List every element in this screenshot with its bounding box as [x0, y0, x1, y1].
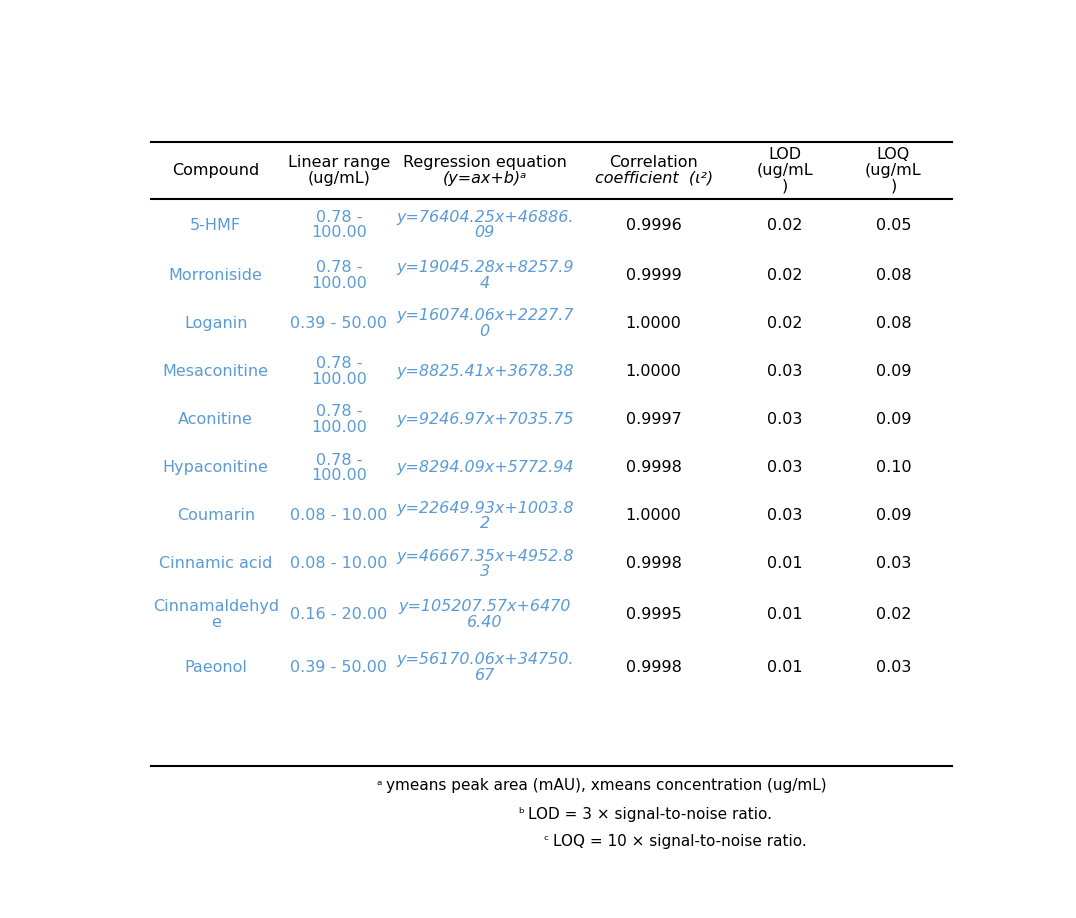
- Text: coefficient  (ι²): coefficient (ι²): [595, 171, 712, 185]
- Text: LOD: LOD: [768, 147, 802, 162]
- Text: Cinnamic acid: Cinnamic acid: [159, 556, 272, 572]
- Text: y=19045.28x+8257.9: y=19045.28x+8257.9: [396, 261, 574, 275]
- Text: 0.03: 0.03: [876, 556, 911, 572]
- Text: 100.00: 100.00: [311, 275, 367, 291]
- Text: 0.9999: 0.9999: [626, 268, 681, 283]
- Text: (ug/mL): (ug/mL): [308, 171, 370, 185]
- Text: Correlation: Correlation: [609, 155, 698, 170]
- Text: 0.03: 0.03: [767, 364, 803, 379]
- Text: 0.9997: 0.9997: [626, 412, 681, 427]
- Text: y=105207.57x+6470: y=105207.57x+6470: [398, 599, 571, 614]
- Text: Morroniside: Morroniside: [169, 268, 263, 283]
- Text: 0.02: 0.02: [767, 268, 803, 283]
- Text: Loganin: Loganin: [184, 316, 247, 331]
- Text: ymeans peak area (mAU), xmeans concentration (ug/mL): ymeans peak area (mAU), xmeans concentra…: [386, 778, 827, 793]
- Text: (ug/mL: (ug/mL: [756, 162, 813, 178]
- Text: 0.08: 0.08: [876, 316, 911, 331]
- Text: 0.08 - 10.00: 0.08 - 10.00: [291, 509, 387, 523]
- Text: Aconitine: Aconitine: [179, 412, 253, 427]
- Text: Paeonol: Paeonol: [184, 660, 247, 675]
- Text: 0.03: 0.03: [876, 660, 911, 675]
- Text: 1.0000: 1.0000: [625, 509, 681, 523]
- Text: 0.03: 0.03: [767, 509, 803, 523]
- Text: 0.39 - 50.00: 0.39 - 50.00: [291, 316, 387, 331]
- Text: 0.05: 0.05: [876, 218, 911, 232]
- Text: Coumarin: Coumarin: [176, 509, 255, 523]
- Text: Compound: Compound: [172, 162, 259, 178]
- Text: LOQ: LOQ: [877, 147, 910, 162]
- Text: 0.01: 0.01: [767, 660, 803, 675]
- Text: y=22649.93x+1003.8: y=22649.93x+1003.8: [396, 500, 574, 516]
- Text: y=9246.97x+7035.75: y=9246.97x+7035.75: [396, 412, 574, 427]
- Text: ): ): [782, 178, 788, 194]
- Text: 0.03: 0.03: [767, 460, 803, 476]
- Text: Regression equation: Regression equation: [402, 155, 567, 170]
- Text: 0: 0: [480, 324, 490, 339]
- Text: y=8294.09x+5772.94: y=8294.09x+5772.94: [396, 460, 574, 476]
- Text: ᵇ: ᵇ: [519, 807, 524, 822]
- Text: 0.16 - 20.00: 0.16 - 20.00: [291, 607, 387, 622]
- Text: 100.00: 100.00: [311, 225, 367, 241]
- Text: 0.02: 0.02: [767, 218, 803, 232]
- Text: 0.39 - 50.00: 0.39 - 50.00: [291, 660, 387, 675]
- Text: 0.78 -: 0.78 -: [315, 405, 362, 420]
- Text: 0.08 - 10.00: 0.08 - 10.00: [291, 556, 387, 572]
- Text: 09: 09: [475, 225, 495, 241]
- Text: y=16074.06x+2227.7: y=16074.06x+2227.7: [396, 308, 574, 323]
- Text: LOD = 3 × signal-to-noise ratio.: LOD = 3 × signal-to-noise ratio.: [528, 807, 773, 822]
- Text: 1.0000: 1.0000: [625, 364, 681, 379]
- Text: 0.78 -: 0.78 -: [315, 356, 362, 372]
- Text: 3: 3: [480, 565, 490, 579]
- Text: 0.9998: 0.9998: [625, 660, 681, 675]
- Text: 67: 67: [475, 667, 495, 683]
- Text: 0.10: 0.10: [876, 460, 911, 476]
- Text: 0.01: 0.01: [767, 607, 803, 622]
- Text: Mesaconitine: Mesaconitine: [162, 364, 269, 379]
- Text: 1.0000: 1.0000: [625, 316, 681, 331]
- Text: e: e: [211, 615, 221, 630]
- Text: Cinnamaldehyd: Cinnamaldehyd: [153, 599, 279, 614]
- Text: 0.03: 0.03: [767, 412, 803, 427]
- Text: 6.40: 6.40: [467, 615, 502, 630]
- Text: 0.78 -: 0.78 -: [315, 453, 362, 467]
- Text: 0.02: 0.02: [876, 607, 911, 622]
- Text: 100.00: 100.00: [311, 468, 367, 483]
- Text: 0.09: 0.09: [876, 509, 911, 523]
- Text: y=76404.25x+46886.: y=76404.25x+46886.: [396, 209, 574, 225]
- Text: 0.9998: 0.9998: [625, 460, 681, 476]
- Text: (y=ax+b)ᵃ: (y=ax+b)ᵃ: [442, 171, 527, 185]
- Text: ): ): [890, 178, 896, 194]
- Text: (ug/mL: (ug/mL: [865, 162, 922, 178]
- Text: 0.08: 0.08: [876, 268, 911, 283]
- Text: 0.09: 0.09: [876, 412, 911, 427]
- Text: Hypaconitine: Hypaconitine: [162, 460, 269, 476]
- Text: LOQ = 10 × signal-to-noise ratio.: LOQ = 10 × signal-to-noise ratio.: [553, 834, 807, 848]
- Text: 4: 4: [480, 275, 490, 291]
- Text: y=46667.35x+4952.8: y=46667.35x+4952.8: [396, 549, 574, 564]
- Text: Linear range: Linear range: [287, 155, 390, 170]
- Text: 0.01: 0.01: [767, 556, 803, 572]
- Text: 0.9998: 0.9998: [625, 556, 681, 572]
- Text: 0.78 -: 0.78 -: [315, 261, 362, 275]
- Text: 0.9995: 0.9995: [626, 607, 681, 622]
- Text: 100.00: 100.00: [311, 372, 367, 387]
- Text: y=56170.06x+34750.: y=56170.06x+34750.: [396, 653, 574, 667]
- Text: 100.00: 100.00: [311, 420, 367, 435]
- Text: ᶜ: ᶜ: [543, 834, 549, 848]
- Text: 2: 2: [480, 516, 490, 532]
- Text: ᵃ: ᵃ: [377, 778, 382, 793]
- Text: y=8825.41x+3678.38: y=8825.41x+3678.38: [396, 364, 574, 379]
- Text: 0.09: 0.09: [876, 364, 911, 379]
- Text: 0.02: 0.02: [767, 316, 803, 331]
- Text: 0.78 -: 0.78 -: [315, 209, 362, 225]
- Text: 5-HMF: 5-HMF: [190, 218, 241, 232]
- Text: 0.9996: 0.9996: [626, 218, 681, 232]
